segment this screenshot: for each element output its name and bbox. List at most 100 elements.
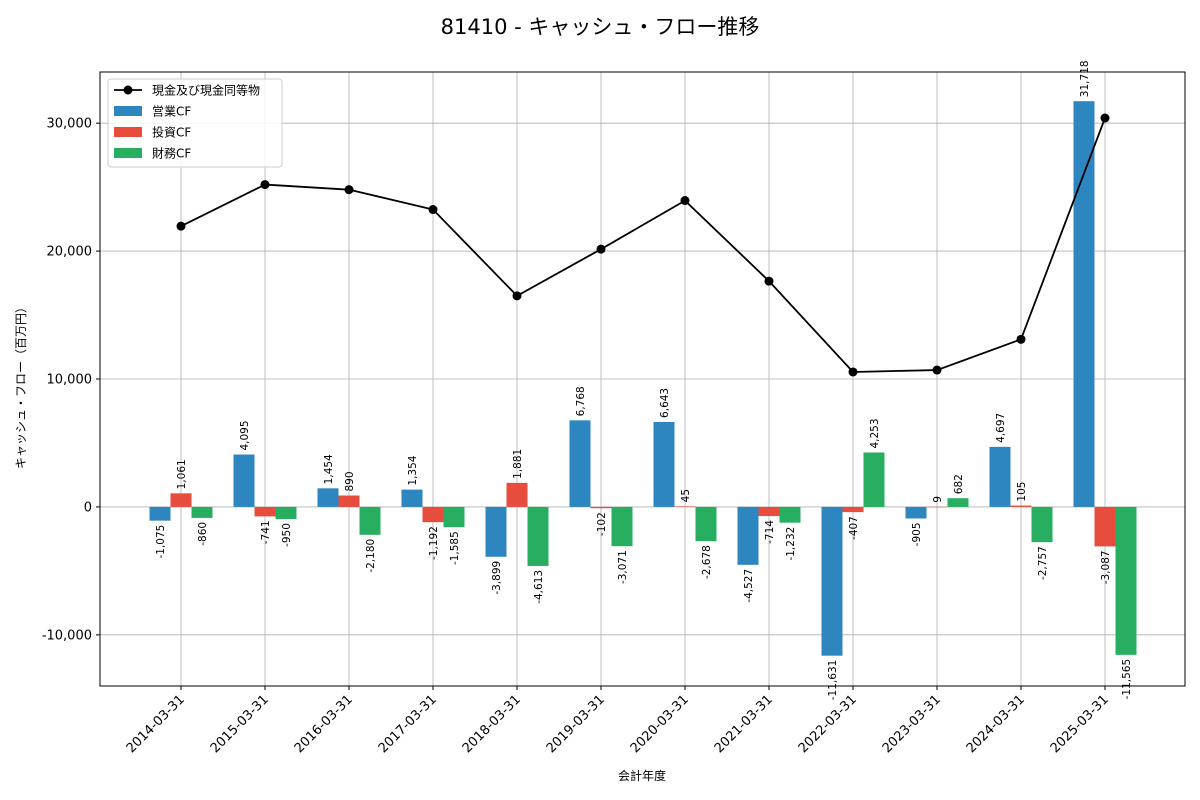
bar: [674, 506, 696, 507]
legend-bar-swatch: [114, 127, 142, 137]
bar-data-label: 4,697: [995, 413, 1007, 443]
bar: [863, 452, 885, 507]
cash-balance-point: [260, 180, 270, 190]
bar-data-label: -2,180: [365, 539, 377, 573]
x-axis-label: 会計年度: [618, 768, 666, 783]
bar-data-label: 45: [680, 489, 692, 502]
x-tick-label: 2020-03-31: [628, 692, 692, 756]
x-tick-label: 2016-03-31: [292, 692, 356, 756]
bar: [905, 506, 927, 519]
cash-balance-point: [344, 185, 354, 195]
bar-data-label: -1,585: [449, 531, 461, 565]
y-tick-label: 0: [84, 500, 92, 515]
bars-layer: [149, 101, 1137, 656]
bar-data-label: -950: [281, 523, 293, 547]
bar: [1094, 506, 1116, 547]
x-tick-label: 2021-03-31: [712, 692, 776, 756]
bar: [422, 506, 444, 523]
bar-data-label: 4,253: [869, 418, 881, 448]
bar: [821, 506, 843, 656]
bar: [338, 495, 360, 507]
bar-data-label: -1,075: [155, 525, 167, 559]
y-tick-label: 10,000: [47, 373, 93, 388]
bar: [947, 498, 969, 507]
bar: [275, 506, 297, 520]
bar-data-label: 6,768: [575, 386, 587, 416]
bar-data-label: -4,613: [533, 570, 545, 604]
bar-data-label: -741: [260, 520, 272, 544]
cash-balance-point: [848, 367, 858, 377]
bar: [842, 506, 864, 513]
bar-data-label: 9: [932, 496, 944, 503]
bar-data-label: -407: [848, 516, 860, 540]
x-tick-label: 2018-03-31: [460, 692, 524, 756]
bar: [779, 506, 801, 523]
bar: [317, 488, 339, 507]
bar: [758, 506, 780, 517]
bar-data-label: 1,354: [407, 455, 419, 485]
bar: [1031, 506, 1053, 543]
bar-data-label: 105: [1016, 482, 1028, 502]
bar: [653, 421, 675, 507]
bar: [989, 446, 1011, 507]
cash-balance-point: [932, 365, 942, 375]
cash-balance-point: [512, 291, 522, 301]
bar-data-label: 6,643: [659, 388, 671, 418]
bar: [926, 506, 948, 508]
legend-bar-swatch: [114, 106, 142, 116]
bar-data-label: -11,565: [1121, 659, 1133, 700]
bar: [443, 506, 465, 528]
cash-balance-point: [1016, 334, 1026, 344]
bar-data-label: -3,899: [491, 561, 503, 595]
y-tick-label: 30,000: [47, 117, 93, 132]
bar-data-label: -1,232: [785, 527, 797, 561]
bar-data-label: -102: [596, 512, 608, 536]
bar: [611, 506, 633, 547]
bar-data-label: -1,192: [428, 526, 440, 560]
bar: [254, 506, 276, 517]
grid-layer: [100, 72, 1185, 686]
bar-data-label: 4,095: [239, 420, 251, 450]
bar-data-label: 1,881: [512, 449, 524, 479]
chart-title: 81410 - キャッシュ・フロー推移: [441, 15, 760, 39]
bar: [506, 482, 528, 507]
legend-box: [107, 78, 283, 168]
bar-data-label: -4,527: [743, 569, 755, 603]
bar-data-label: 682: [953, 474, 965, 494]
x-tick-label: 2019-03-31: [544, 692, 608, 756]
cash-balance-point: [680, 196, 690, 206]
bar: [191, 506, 213, 518]
bar-data-label: -2,757: [1037, 546, 1049, 580]
bar-data-label: -2,678: [701, 545, 713, 579]
legend-label: 財務CF: [152, 146, 191, 161]
bar: [233, 454, 255, 507]
cash-balance-point: [596, 244, 606, 254]
bar-data-label: -860: [197, 522, 209, 546]
bar-data-label: 1,454: [323, 454, 335, 484]
bar: [527, 506, 549, 566]
y-axis-label: キャッシュ・フロー（百万円）: [14, 301, 28, 469]
bar-data-label: 1,061: [176, 459, 188, 489]
bar-data-label: 31,718: [1079, 60, 1091, 97]
bar: [1010, 505, 1032, 507]
bar-data-label: -714: [764, 520, 776, 544]
bar: [737, 506, 759, 565]
x-tick-label: 2015-03-31: [208, 692, 272, 756]
bar-data-label: -11,631: [827, 660, 839, 701]
x-tick-label: 2025-03-31: [1048, 692, 1112, 756]
cash-balance-point: [428, 205, 438, 215]
cash-balance-point: [176, 221, 186, 231]
bar-data-label: -905: [911, 522, 923, 546]
y-tick-label: -10,000: [42, 628, 92, 643]
data-labels-layer: -1,075 4,095 1,454 1,354 -3,899 6,768 6,643 -4,…: [155, 60, 1133, 700]
line-layer: [176, 113, 1110, 377]
bar: [359, 506, 381, 535]
y-tick-label: 20,000: [47, 245, 93, 260]
legend-bar-swatch: [114, 148, 142, 158]
legend-label: 投資CF: [152, 125, 191, 140]
cash-balance-line: [180, 117, 1106, 373]
legend-marker-swatch: [123, 85, 133, 95]
bar-data-label: -3,087: [1100, 550, 1112, 584]
